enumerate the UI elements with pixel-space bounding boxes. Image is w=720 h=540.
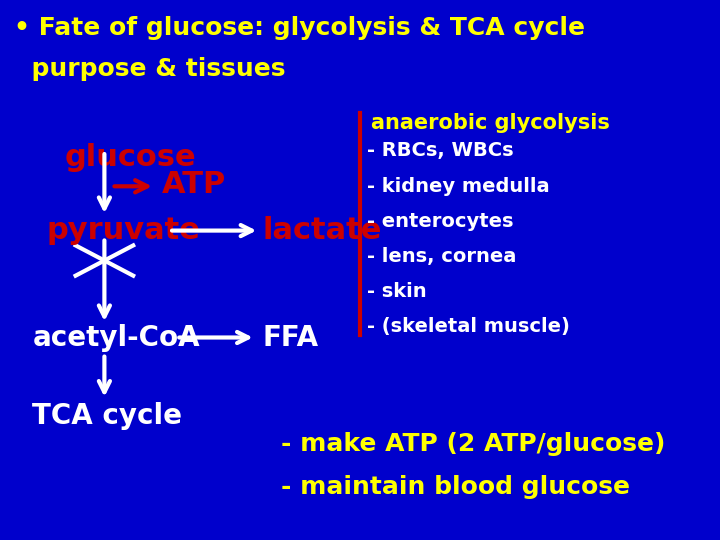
Text: - make ATP (2 ATP/glucose): - make ATP (2 ATP/glucose) (281, 432, 665, 456)
Text: - RBCs, WBCs: - RBCs, WBCs (367, 141, 514, 160)
Text: FFA: FFA (263, 324, 319, 352)
Text: - lens, cornea: - lens, cornea (367, 247, 516, 266)
Text: - kidney medulla: - kidney medulla (367, 177, 550, 195)
Text: - maintain blood glucose: - maintain blood glucose (281, 475, 630, 499)
Text: ATP: ATP (162, 170, 226, 199)
Text: TCA cycle: TCA cycle (32, 402, 182, 430)
Text: lactate: lactate (263, 216, 382, 245)
Text: anaerobic glycolysis: anaerobic glycolysis (371, 113, 610, 133)
Text: pyruvate: pyruvate (47, 216, 201, 245)
Text: - enterocytes: - enterocytes (367, 212, 513, 231)
Text: • Fate of glucose: glycolysis & TCA cycle: • Fate of glucose: glycolysis & TCA cycl… (14, 16, 585, 40)
Text: - skin: - skin (367, 282, 427, 301)
Text: glucose: glucose (65, 143, 197, 172)
Text: purpose & tissues: purpose & tissues (14, 57, 286, 80)
Text: acetyl-CoA: acetyl-CoA (32, 324, 200, 352)
Text: - (skeletal muscle): - (skeletal muscle) (367, 317, 570, 336)
